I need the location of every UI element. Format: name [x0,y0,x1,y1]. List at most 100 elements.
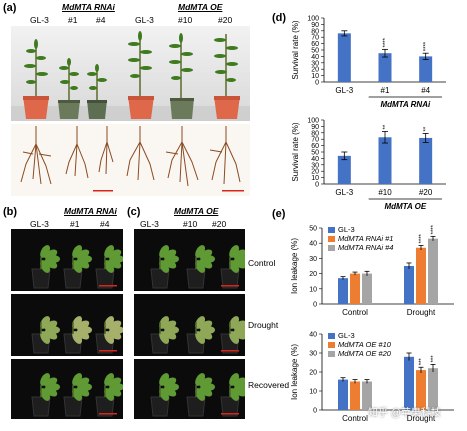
y-tick-label: 30 [311,162,319,169]
significance-stars: ** [424,126,430,131]
significance-stars: **** [431,224,437,234]
legend-swatch [328,245,335,251]
y-tick-label: 20 [311,169,319,176]
y-tick-label: 20 [311,67,319,74]
x-tick-label: #20 [419,188,433,197]
oe-recovered-photo [134,359,245,419]
x-tick-label: Drought [407,308,436,317]
rnai-drought-photo [11,294,123,356]
panel-a-label: (a) [3,2,17,14]
y-tick-label: 0 [313,302,317,309]
group-label: MdMTA OE [384,202,426,211]
y-tick-label: 0 [315,80,319,87]
y-tick-label: 40 [311,54,319,61]
oe-root-photo [118,124,250,196]
panel-a-rnai-line-2: #4 [96,15,106,25]
bar [416,247,426,304]
legend-swatch [328,227,335,233]
bar [338,379,348,410]
bar [338,278,348,304]
bar [419,56,433,82]
y-tick-label: 40 [309,241,317,248]
ion-leakage-chart-oe: 0 10 20 30 40 Ion leakage (%) Control *** *** Dro… [290,331,454,423]
oe-whole-plant-photo [118,26,250,121]
y-tick-label: 60 [311,143,319,150]
y-tick-label: 30 [311,60,319,67]
panel-e-label: (e) [272,208,286,220]
y-tick-label: 10 [309,389,317,396]
significance-stars: **** [419,233,425,243]
y-tick-label: 50 [311,48,319,55]
x-tick-label: GL-3 [335,188,353,197]
y-tick-label: 70 [311,35,319,42]
oe-control-photo [134,229,245,291]
panel-a-rnai-line-1: #1 [68,15,78,25]
x-tick-label: #1 [381,86,390,95]
bar [428,238,438,304]
panel-a-oe-line-2: #20 [218,15,233,25]
bar [362,381,372,410]
panel-b-title: MdMTA RNAi [64,206,117,216]
condition-label-control: Control [248,258,276,268]
panel-a-oe-gl3-label: GL-3 [135,15,154,25]
panel-c-label: (c) [127,206,141,218]
panel-b-label: (b) [3,206,18,218]
rnai-recovered-photo [11,359,123,419]
ion-leakage-chart-rnai: 0 10 20 30 40 50 Ion leakage (%) Control **** ***… [290,224,454,317]
y-tick-label: 40 [311,156,319,163]
x-tick-label: #10 [378,188,392,197]
y-tick-label: 80 [311,28,319,35]
panel-c-line-1: #10 [183,219,198,229]
y-tick-label: 90 [311,124,319,131]
y-tick-label: 100 [307,118,319,125]
y-tick-label: 10 [311,175,319,182]
y-tick-label: 90 [311,22,319,29]
significance-stars: **** [424,41,430,51]
legend-label: GL-3 [338,225,355,234]
group-label: MdMTA RNAi [380,100,431,109]
panel-b-line-1: #1 [70,219,80,229]
significance-stars: *** [419,358,425,366]
y-tick-label: 30 [309,351,317,358]
y-tick-label: 100 [307,16,319,23]
y-tick-label: 0 [315,182,319,189]
x-tick-label: #4 [421,86,430,95]
legend-label: MdMTA OE #10 [338,340,392,349]
y-tick-label: 20 [309,370,317,377]
y-tick-label: 40 [309,332,317,339]
bar [404,356,414,410]
bar [337,155,351,184]
legend-label: GL-3 [338,331,355,340]
y-axis-label: Ion leakage (%) [290,344,299,400]
bar [350,273,360,304]
y-tick-label: 30 [309,256,317,263]
y-tick-label: 50 [309,226,317,233]
y-tick-label: 80 [311,130,319,137]
oe-drought-photo [134,294,245,356]
bar [419,137,433,184]
x-tick-label: Drought [407,414,436,423]
panel-a-gl3-label: GL-3 [30,15,49,25]
panel-c-gl3-label: GL-3 [140,219,159,229]
y-tick-label: 10 [311,73,319,80]
y-axis-label: Survival rate (%) [291,122,300,181]
significance-stars: ** [383,124,389,129]
x-tick-label: Control [342,414,368,423]
bar [362,273,372,304]
legend-swatch [328,342,335,348]
panel-a-oe-title: MdMTA OE [178,2,223,12]
y-axis-label: Ion leakage (%) [290,238,299,294]
watermark: 知乎 @苹果科技 [368,408,441,419]
y-tick-label: 20 [309,271,317,278]
bar [404,266,414,304]
bar [416,370,426,410]
bar [337,33,351,82]
significance-stars: **** [383,37,389,47]
condition-label-recovered: Recovered [248,380,290,390]
legend-label: MdMTA RNAi #4 [338,243,393,252]
rnai-whole-plant-photo [11,26,118,121]
legend-swatch [328,333,335,339]
bar [428,368,438,410]
legend-label: MdMTA OE #20 [338,349,392,358]
